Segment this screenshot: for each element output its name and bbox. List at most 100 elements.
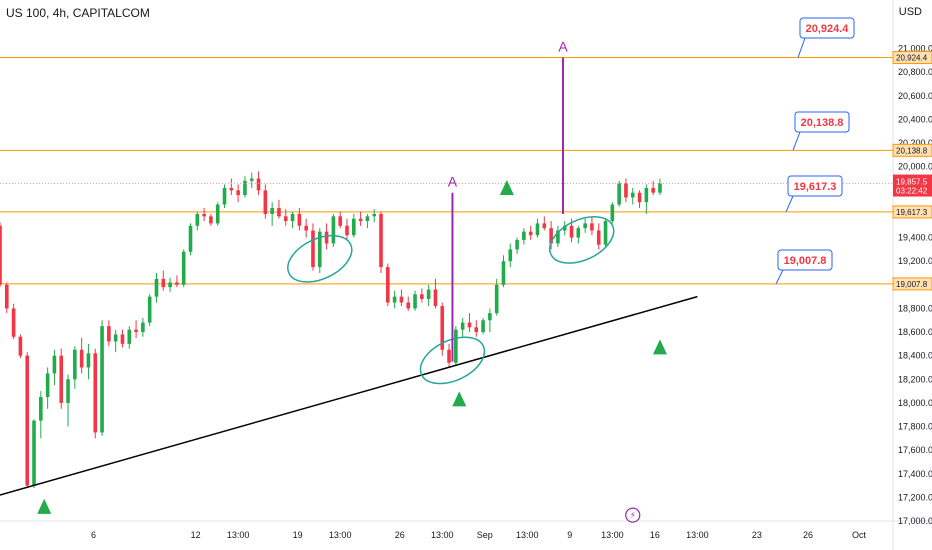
candle-body — [39, 397, 43, 421]
candle-body — [522, 231, 526, 240]
x-tick-label: 26 — [803, 530, 813, 540]
candle-body — [576, 228, 581, 238]
candle-body — [304, 225, 308, 231]
candle-body — [168, 282, 172, 288]
candle-body — [18, 336, 23, 356]
x-tick-label: 13:00 — [686, 530, 709, 540]
candle-body — [365, 216, 370, 222]
candle-body — [317, 231, 322, 268]
candle-body — [399, 296, 404, 303]
y-tick-label: 18,200.0 — [898, 374, 932, 384]
candle-body — [351, 218, 356, 236]
level-callout — [787, 175, 843, 197]
x-tick-label: 13:00 — [227, 530, 250, 540]
candle-body — [590, 223, 594, 231]
y-tick-label: 19,200.0 — [898, 256, 932, 266]
x-tick-label: 23 — [752, 530, 762, 540]
callout-pointer — [785, 195, 794, 213]
candle-body — [25, 355, 30, 486]
level-callout — [777, 249, 833, 271]
candle-body — [637, 192, 642, 203]
level-callout — [799, 17, 855, 39]
x-tick-label: 12 — [191, 530, 201, 540]
callout-pointer — [797, 37, 806, 58]
candle-body — [202, 213, 206, 217]
x-tick-label: Sep — [477, 530, 493, 540]
candle-body — [542, 223, 547, 229]
level-callout-label: 19,007.8 — [784, 255, 827, 267]
candle-body — [236, 190, 240, 196]
candle-body — [209, 216, 213, 224]
candle-body — [290, 213, 295, 222]
candle-body — [392, 296, 397, 303]
candle-body — [161, 278, 166, 288]
candle-body — [120, 334, 125, 344]
y-tick-label: 19,400.0 — [898, 233, 932, 243]
x-tick-label: Oct — [852, 530, 867, 540]
candle-body — [583, 223, 587, 229]
y-tick-label: 20,400.0 — [898, 114, 932, 124]
candle-body — [134, 329, 138, 333]
candle-body — [481, 320, 485, 333]
y-tick-label: 20,200.0 — [898, 138, 932, 148]
candle-body — [610, 204, 615, 222]
candle-body — [100, 326, 104, 433]
candle-body — [141, 322, 145, 333]
up-arrow-icon — [499, 179, 514, 195]
candle-body — [515, 239, 519, 250]
x-tick-label: 16 — [650, 530, 660, 540]
x-tick-label: 13:00 — [516, 530, 539, 540]
level-callout-label: 20,924.4 — [806, 23, 850, 35]
level-price-tag — [892, 143, 932, 157]
x-tick-label: 6 — [91, 530, 96, 540]
candle-body — [229, 187, 234, 191]
y-tick-label: 21,000.0 — [898, 44, 932, 54]
current-price-countdown: 03:22:42 — [896, 187, 928, 196]
candle-body — [447, 349, 451, 363]
candle-body — [79, 349, 84, 368]
candle-body — [569, 225, 574, 238]
candle-body — [644, 187, 649, 203]
candle-body — [596, 230, 601, 245]
chart-title: US 100, 4h, CAPITALCOM — [6, 6, 150, 20]
candle-body — [372, 213, 377, 217]
candle-body — [270, 208, 274, 214]
candle-body — [222, 187, 227, 205]
pattern-ellipse — [419, 336, 486, 385]
level-callout-label: 19,617.3 — [794, 181, 837, 193]
level-price-tag-text: 19,007.8 — [896, 280, 928, 289]
candle-body — [59, 355, 64, 403]
candle-body — [188, 225, 193, 252]
up-arrow-icon — [37, 498, 52, 514]
level-price-tag-text: 19,617.3 — [896, 208, 928, 217]
candle-body — [52, 355, 57, 374]
x-tick-label: 9 — [567, 530, 572, 540]
y-tick-label: 18,800.0 — [898, 303, 932, 313]
candle-body — [93, 353, 98, 433]
candle-body — [86, 353, 91, 368]
candle-body — [488, 313, 492, 321]
pattern-ellipse — [549, 216, 615, 264]
x-tick-label: 13:00 — [329, 530, 352, 540]
candle-body — [32, 420, 36, 486]
callout-pointer — [775, 269, 784, 285]
y-tick-label: 20,600.0 — [898, 91, 932, 101]
candle-body — [311, 230, 315, 268]
candle-body — [454, 329, 458, 363]
candle-body — [658, 183, 662, 193]
candle-body — [501, 261, 506, 285]
y-tick-label: 18,000.0 — [898, 398, 932, 408]
candle-body — [406, 302, 411, 309]
candle-body — [181, 251, 186, 285]
pattern-ellipse — [287, 234, 353, 283]
callout-pointer — [792, 131, 801, 151]
x-tick-label: 26 — [395, 530, 405, 540]
candle-body — [249, 178, 254, 181]
candle-body — [324, 231, 329, 244]
candle-body — [474, 327, 479, 333]
level-price-tag — [892, 51, 932, 65]
candle-body — [467, 322, 472, 328]
candle-body — [243, 180, 247, 196]
x-tick-label: 19 — [293, 530, 303, 540]
